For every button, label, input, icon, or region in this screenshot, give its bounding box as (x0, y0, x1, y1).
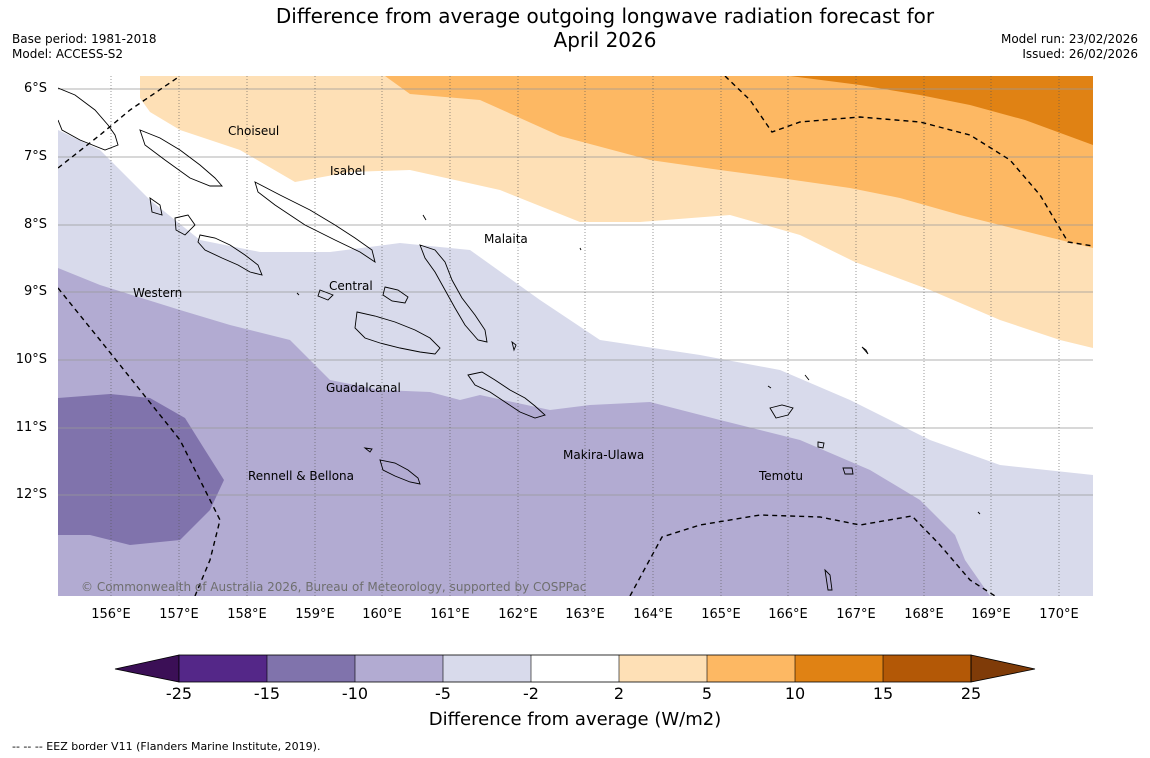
region-label-malaita: Malaita (484, 232, 528, 246)
lon-label-168e: 168°E (904, 607, 944, 622)
makira-coast (467, 371, 546, 419)
lon-label-164e: 164°E (633, 607, 673, 622)
small-islets (296, 214, 981, 591)
bougainville-coast (58, 87, 119, 151)
choiseul-coast (139, 129, 223, 187)
issued-date: Issued: 26/02/2026 (1022, 47, 1138, 61)
title-line-1: Difference from average outgoing longwav… (275, 4, 935, 28)
colorbar-tick-pos2: 2 (613, 684, 625, 703)
lon-label-160e: 160°E (362, 607, 402, 622)
colorbar-tick-pos25: 25 (960, 684, 982, 703)
rennell-coast (363, 447, 421, 485)
colorbar-segment-neg5-neg2 (443, 655, 531, 682)
title-line-2: April 2026 (553, 28, 657, 52)
colorbar (114, 654, 1036, 683)
meta-right: Model run: 23/02/2026 Issued: 26/02/2026 (1001, 32, 1138, 62)
colorbar-segment-pos15-pos25 (883, 655, 971, 682)
lat-label-9s: 9°S (23, 284, 47, 299)
colorbar-extend-high (970, 654, 1036, 683)
base-period: Base period: 1981-2018 (12, 32, 157, 46)
contour-neg5-neg10 (58, 268, 990, 596)
guadalcanal-coast (354, 311, 441, 355)
lon-label-161e: 161°E (430, 607, 470, 622)
copyright-text: © Commonwealth of Australia 2026, Bureau… (81, 580, 587, 594)
colorbar-segment-neg10-neg5 (355, 655, 443, 682)
model-name: Model: ACCESS-S2 (12, 47, 124, 61)
colorbar-extend-low (114, 654, 180, 683)
colorbar-title: Difference from average (W/m2) (428, 709, 722, 730)
latitude-gridlines (58, 88, 1093, 496)
malaita-coast (419, 244, 488, 343)
region-label-western: Western (133, 286, 183, 300)
region-label-rennell-bellona: Rennell & Bellona (248, 469, 355, 483)
lon-label-162e: 162°E (498, 607, 538, 622)
coastlines (58, 87, 981, 591)
lat-label-10s: 10°S (15, 352, 47, 367)
map-area (58, 76, 1093, 596)
region-label-central: Central (329, 279, 373, 293)
colorbar-segment-pos2-pos5 (619, 655, 707, 682)
region-label-isabel: Isabel (330, 164, 366, 178)
region-label-guadalcanal: Guadalcanal (326, 381, 401, 395)
model-run: Model run: 23/02/2026 (1000, 32, 1138, 46)
lon-label-170e: 170°E (1039, 607, 1079, 622)
region-label-makira-ulawa: Makira-Ulawa (563, 448, 645, 462)
new-georgia-coast (149, 197, 263, 276)
meta-left: Base period: 1981-2018 Model: ACCESS-S2 (12, 32, 157, 62)
colorbar-segment-pos5-pos10 (707, 655, 795, 682)
region-label-temotu: Temotu (759, 469, 804, 483)
colorbar-tick-pos10: 10 (784, 684, 806, 703)
lat-label-11s: 11°S (15, 420, 47, 435)
lon-label-157e: 157°E (159, 607, 199, 622)
lon-label-156e: 156°E (91, 607, 131, 622)
chart-title: Difference from average outgoing longwav… (250, 4, 960, 52)
isabel-coast (254, 181, 376, 264)
lat-label-12s: 12°S (15, 487, 47, 502)
lon-label-169e: 169°E (971, 607, 1011, 622)
nggela-coast (317, 286, 409, 304)
santa-cruz-coast (769, 404, 854, 475)
lat-label-6s: 6°S (23, 81, 47, 96)
colorbar-segment-neg2-pos2 (531, 655, 619, 682)
colorbar-tick-neg15: -15 (253, 684, 281, 703)
colorbar-tick-neg10: -10 (341, 684, 369, 703)
lon-label-159e: 159°E (295, 607, 335, 622)
colorbar-tick-neg2: -2 (523, 684, 539, 703)
lon-label-165e: 165°E (701, 607, 741, 622)
contour-pos10-pos15 (790, 76, 1093, 145)
colorbar-tick-pos5: 5 (701, 684, 713, 703)
lat-label-8s: 8°S (23, 217, 47, 232)
eez-footnote: -- -- -- EEZ border V11 (Flanders Marine… (12, 740, 321, 753)
contour-neg10-neg15 (58, 394, 224, 545)
eez-border (58, 76, 1093, 596)
colorbar-tick-neg5: -5 (435, 684, 451, 703)
colorbar-segment-neg15-neg10 (267, 655, 355, 682)
lon-label-167e: 167°E (836, 607, 876, 622)
colorbar-segment-neg25-neg15 (179, 655, 267, 682)
contour-pos5-pos10 (385, 76, 1093, 248)
lon-label-166e: 166°E (768, 607, 808, 622)
colorbar-segment-pos10-pos15 (795, 655, 883, 682)
lon-label-158e: 158°E (227, 607, 267, 622)
lon-label-163e: 163°E (565, 607, 605, 622)
colorbar-tick-neg25: -25 (165, 684, 193, 703)
lat-label-7s: 7°S (23, 149, 47, 164)
colorbar-tick-pos15: 15 (872, 684, 894, 703)
region-label-choiseul: Choiseul (228, 124, 280, 138)
